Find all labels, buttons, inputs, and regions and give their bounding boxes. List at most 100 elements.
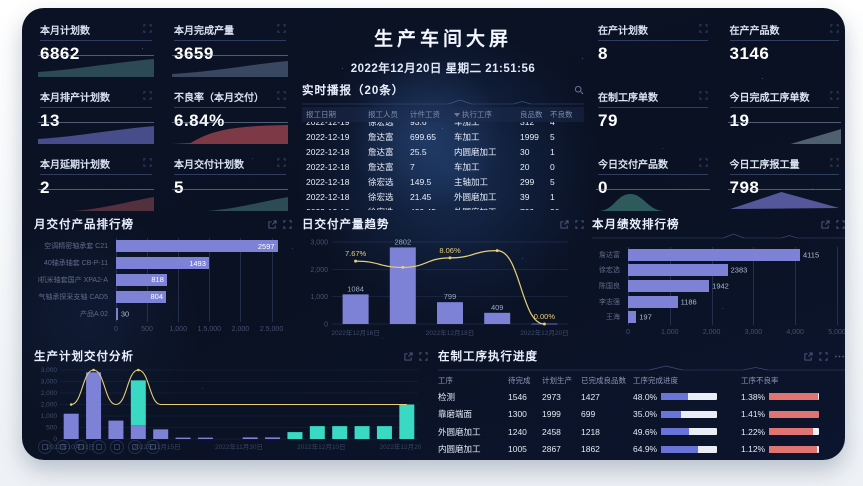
cell: 5 bbox=[550, 131, 555, 142]
cell: 5 bbox=[550, 176, 555, 187]
column-header: 良品数 bbox=[520, 110, 543, 119]
fullscreen-icon[interactable] bbox=[143, 87, 152, 105]
datetime: 2022年12月20日 星期二 21:51:56 bbox=[350, 63, 536, 75]
kpi-value: 8 bbox=[598, 44, 608, 63]
kpi-card-header: 今日完成工序单数 bbox=[729, 87, 839, 108]
kpi-card: 今日完成工序单数 19 bbox=[724, 85, 846, 145]
kpi-card: 不良率（本月交付） 6.84% bbox=[168, 85, 292, 145]
table-row: 2022-12-19徐宏选93.6车加工3124 bbox=[306, 122, 580, 129]
kpi-value: 13 bbox=[40, 111, 60, 130]
bad-rate-cell: 1.38% bbox=[741, 392, 829, 402]
fullscreen-icon[interactable] bbox=[819, 351, 828, 361]
product-rank-title: 月交付产品排行榜 bbox=[34, 219, 134, 231]
kpi-value: 3146 bbox=[729, 44, 770, 63]
kpi-value: 0 bbox=[598, 178, 608, 197]
category-labels: 詹达富 徐宏选 陈国良 李志强 王海 bbox=[599, 251, 620, 322]
progress-bar-fill bbox=[661, 445, 698, 453]
kpi-label: 今日交付产品数 bbox=[598, 159, 668, 171]
bar-value: 1493 bbox=[189, 258, 206, 268]
kpi-card-header: 本月排产计划数 bbox=[40, 87, 152, 108]
fullscreen-icon[interactable] bbox=[830, 154, 839, 172]
fullscreen-icon[interactable] bbox=[277, 87, 286, 105]
bad-rate-cell: 1.12% bbox=[741, 444, 829, 454]
share-icon[interactable] bbox=[804, 351, 813, 361]
fullscreen-icon[interactable] bbox=[830, 20, 839, 38]
kpi-card-header: 在制工序单数 bbox=[598, 87, 708, 108]
fullscreen-icon[interactable] bbox=[143, 154, 152, 172]
fullscreen-icon[interactable] bbox=[698, 154, 708, 172]
bar bbox=[628, 295, 678, 308]
table-row: 检测 1546 2973 1427 48.0% 1.38% bbox=[438, 388, 845, 406]
share-icon[interactable] bbox=[560, 219, 569, 229]
kpi-label: 不良率（本月交付） bbox=[174, 92, 264, 104]
kpi-label: 本月计划数 bbox=[40, 25, 90, 37]
more-icon[interactable] bbox=[834, 352, 845, 361]
cell: 39 bbox=[520, 191, 530, 202]
fullscreen-icon[interactable] bbox=[830, 87, 839, 105]
filter-icon[interactable] bbox=[454, 112, 460, 117]
gridline bbox=[240, 238, 242, 322]
kpi-label: 本月交付计划数 bbox=[174, 159, 244, 171]
fullscreen-icon[interactable] bbox=[575, 219, 584, 229]
share-icon[interactable] bbox=[268, 219, 277, 229]
x-axis-ticks: 0 500 1,000 1.5,000 2,000 2.5,000 bbox=[114, 326, 284, 333]
cell: 699.65 bbox=[410, 131, 436, 142]
column-header: 不良数 bbox=[550, 110, 573, 119]
fullscreen-icon[interactable] bbox=[143, 20, 152, 38]
bar-value: 2597 bbox=[257, 241, 275, 251]
process-progress-panel: 在制工序执行进度 工序 待完成 计划生产 已完成良品数 工序完成进度 工序不良率 检测 15… bbox=[438, 348, 845, 456]
history-icon[interactable] bbox=[38, 440, 52, 454]
svg-text:799: 799 bbox=[444, 292, 457, 301]
cell: 1 bbox=[550, 146, 555, 157]
kpi-label: 本月完成产量 bbox=[174, 25, 234, 37]
bar-value: 2383 bbox=[730, 265, 748, 275]
gridline bbox=[837, 247, 838, 325]
svg-text:1,000: 1,000 bbox=[310, 294, 328, 301]
fullscreen-icon[interactable] bbox=[277, 20, 286, 38]
cell: 车加工 bbox=[454, 161, 480, 172]
mail-icon[interactable] bbox=[110, 440, 124, 454]
svg-text:2022年12月18日: 2022年12月18日 bbox=[426, 328, 474, 337]
page-title: 生产车间大屏 bbox=[373, 29, 512, 50]
kpi-card-header: 不良率（本月交付） bbox=[174, 87, 286, 108]
perf-rank-panel: 本月绩效排行榜 詹达富 徐宏选 陈国良 李志强 王海 4115 2383 1942 1186 19… bbox=[592, 216, 845, 344]
fullscreen-icon[interactable] bbox=[419, 351, 428, 361]
fullscreen-icon[interactable] bbox=[698, 20, 708, 38]
column-header: 待完成 bbox=[508, 376, 531, 385]
bar: 818 bbox=[116, 273, 167, 286]
gridline bbox=[178, 238, 180, 322]
realtime-table-header: 报工日期 报工人员 计件工资 执行工序 良品数 不良数 bbox=[302, 107, 584, 122]
fullscreen-icon[interactable] bbox=[698, 87, 708, 105]
share-icon[interactable] bbox=[404, 351, 413, 361]
fullscreen-icon[interactable] bbox=[836, 219, 845, 229]
fullscreen-icon[interactable] bbox=[283, 219, 292, 229]
progress-bar bbox=[661, 393, 718, 401]
kpi-sparkline bbox=[172, 55, 288, 77]
table-row: 外圆磨加工 1240 2458 1218 49.6% 1.22% bbox=[438, 423, 845, 441]
user-icon[interactable] bbox=[92, 440, 106, 454]
share-icon[interactable] bbox=[821, 219, 830, 229]
daily-trend-chart: 0 1,000 2,000 3,000 1084 2802 799 409 7.67% 8.06%… bbox=[302, 232, 584, 345]
kpi-card: 今日工序报工量 798 bbox=[724, 152, 846, 212]
bar: 2597 bbox=[116, 240, 278, 253]
crop-icon[interactable] bbox=[146, 440, 160, 454]
cell: 25.5 bbox=[410, 146, 427, 157]
svg-text:2022年10月31日: 2022年10月31日 bbox=[47, 442, 95, 451]
svg-text:2,000: 2,000 bbox=[310, 267, 328, 274]
target-icon[interactable] bbox=[128, 440, 142, 454]
record-icon[interactable] bbox=[56, 440, 70, 454]
kpi-card: 在制工序单数 79 bbox=[592, 85, 714, 145]
kpi-sparkline bbox=[38, 189, 154, 211]
bar bbox=[628, 248, 800, 261]
cell: 车加工 bbox=[454, 131, 480, 142]
fullscreen-icon[interactable] bbox=[277, 154, 286, 172]
cell: 2022-12-19 bbox=[306, 122, 368, 127]
progress-cell: 49.6% bbox=[633, 427, 741, 437]
realtime-table-body[interactable]: 2022-12-19徐宏选93.6车加工31242022-12-19 詹达富 699… bbox=[302, 122, 584, 210]
bar: 1493 bbox=[116, 257, 209, 270]
search-icon[interactable] bbox=[574, 85, 584, 95]
bar-value: 197 bbox=[639, 312, 652, 322]
cell: 詹达富 bbox=[368, 161, 394, 172]
cell: 1999 bbox=[542, 409, 561, 420]
edit-icon[interactable] bbox=[74, 440, 88, 454]
